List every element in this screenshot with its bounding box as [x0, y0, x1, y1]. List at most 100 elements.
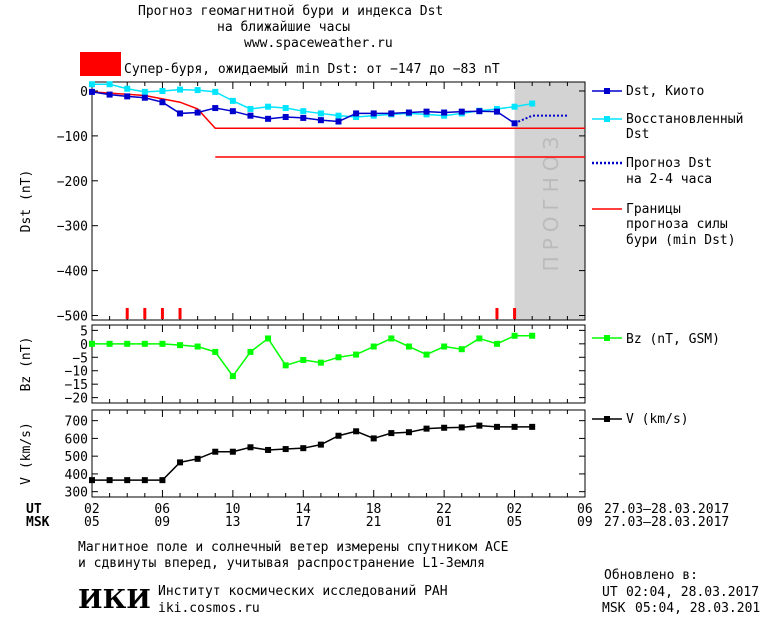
msk-date-range: 27.03–28.03.2017 — [604, 515, 730, 530]
bz-point — [265, 335, 272, 342]
chart-title: Прогноз геомагнитной бури и индекса Dst — [138, 4, 444, 19]
v-ylabel: V (km/s) — [19, 422, 34, 485]
v-point — [388, 430, 395, 437]
ut-tick-label: 14 — [295, 502, 311, 517]
kyoto-dst-point — [265, 115, 272, 122]
bz-ytick-label: −10 — [65, 365, 88, 380]
bz-point — [124, 340, 131, 347]
kyoto-dst-point — [159, 99, 166, 106]
bz-line — [92, 335, 533, 378]
bz-point — [493, 340, 500, 347]
bz-point — [317, 359, 324, 366]
restored-dst-point — [282, 105, 289, 112]
dst-ytick-label: −400 — [57, 265, 88, 280]
kyoto-dst-point — [493, 108, 500, 115]
kyoto-dst-point — [476, 108, 483, 115]
restored-dst-point — [194, 87, 201, 94]
v-point — [141, 477, 148, 484]
forecast-watermark: ПРОГНОЗ — [539, 131, 563, 272]
bz-point — [529, 332, 536, 339]
v-point — [353, 428, 360, 435]
iki-logo[interactable]: ИКИ — [78, 585, 151, 615]
kyoto-dst-point — [388, 110, 395, 117]
bz-point — [106, 340, 113, 347]
v-point — [265, 446, 272, 453]
v-point — [300, 445, 307, 452]
v-ytick-label: 500 — [65, 450, 88, 465]
bz-point — [423, 351, 430, 358]
legend-bounds-label-3: бури (min Dst) — [626, 233, 736, 248]
v-panel-frame — [91, 409, 586, 498]
bz-ylabel: Bz (nT) — [19, 337, 34, 392]
bz-point — [89, 340, 95, 347]
msk-tick-label: 17 — [295, 515, 311, 530]
bz-point — [194, 343, 201, 350]
legend-v-label: V (km/s) — [626, 412, 689, 427]
ut-date-range: 27.03–28.03.2017 — [604, 502, 730, 517]
dst-ytick-label: 0 — [80, 85, 88, 100]
updated-ut-value: 02:04, 28.03.2017 — [626, 585, 760, 600]
institute-name: Институт космических исследований РАН — [158, 584, 448, 599]
ut-tick-label: 22 — [436, 502, 452, 517]
ut-tick-label: 18 — [365, 502, 382, 517]
legend-forecast-label-1: Прогноз Dst — [626, 156, 713, 171]
bz-point — [212, 348, 219, 355]
v-point — [282, 446, 289, 453]
storm-color-swatch — [80, 52, 121, 76]
restored-dst-point — [335, 112, 342, 119]
restored-dst-point — [141, 88, 148, 95]
bz-point — [353, 351, 360, 358]
v-ytick-label: 600 — [65, 432, 88, 447]
updated-msk-label: MSK — [602, 601, 626, 616]
msk-axis-label: MSK — [26, 515, 50, 530]
ut-tick-label: 02 — [84, 502, 100, 517]
v-point — [511, 423, 518, 430]
kyoto-dst-point — [194, 109, 201, 116]
legend-bz-symbol-marker — [604, 335, 610, 341]
restored-dst-point — [229, 97, 236, 104]
bz-point — [511, 332, 518, 339]
bz-ytick-label: −15 — [65, 378, 88, 393]
bz-point — [441, 343, 448, 350]
legend-bounds-label-2: прогноза силы — [626, 217, 728, 232]
kyoto-dst-point — [353, 110, 360, 117]
restored-dst-point — [212, 88, 219, 95]
v-point — [335, 432, 342, 439]
bz-point — [300, 356, 307, 363]
bz-point — [247, 348, 254, 355]
restored-dst-point — [300, 108, 307, 115]
msk-tick-label: 05 — [506, 515, 523, 530]
v-line — [92, 424, 533, 481]
institute-url[interactable]: iki.cosmos.ru — [158, 601, 260, 616]
kyoto-dst-point — [335, 118, 342, 125]
v-point — [441, 424, 448, 431]
bz-ytick-label: −20 — [65, 392, 88, 407]
restored-dst-point — [177, 86, 184, 93]
v-point — [476, 422, 483, 429]
kyoto-dst-point — [317, 117, 324, 124]
msk-tick-label: 13 — [224, 515, 241, 530]
kyoto-dst-point — [141, 94, 148, 101]
bz-point — [370, 343, 377, 350]
kyoto-dst-point — [370, 110, 377, 117]
ut-tick-label: 06 — [577, 502, 593, 517]
bz-point — [229, 373, 236, 380]
legend-kyoto-symbol-marker — [604, 88, 610, 94]
v-point — [89, 477, 95, 484]
bz-point — [141, 340, 148, 347]
v-ytick-label: 300 — [65, 486, 88, 501]
v-point — [529, 423, 536, 430]
v-point — [124, 477, 131, 484]
bounds-line-1 — [91, 91, 585, 130]
site-url[interactable]: www.spaceweather.ru — [244, 36, 393, 51]
legend-restored-label-1: Восстановленный — [626, 112, 744, 127]
bz-ytick-label: 0 — [80, 338, 88, 353]
v-point — [317, 441, 324, 448]
ut-tick-label: 02 — [506, 502, 523, 517]
legend-restored-label-2: Dst — [626, 127, 650, 142]
bz-point — [476, 335, 483, 342]
v-ytick-label: 400 — [65, 468, 88, 483]
dst-ytick-label: −300 — [57, 220, 88, 235]
kyoto-dst-point — [124, 93, 131, 100]
v-ytick-label: 700 — [65, 415, 88, 430]
